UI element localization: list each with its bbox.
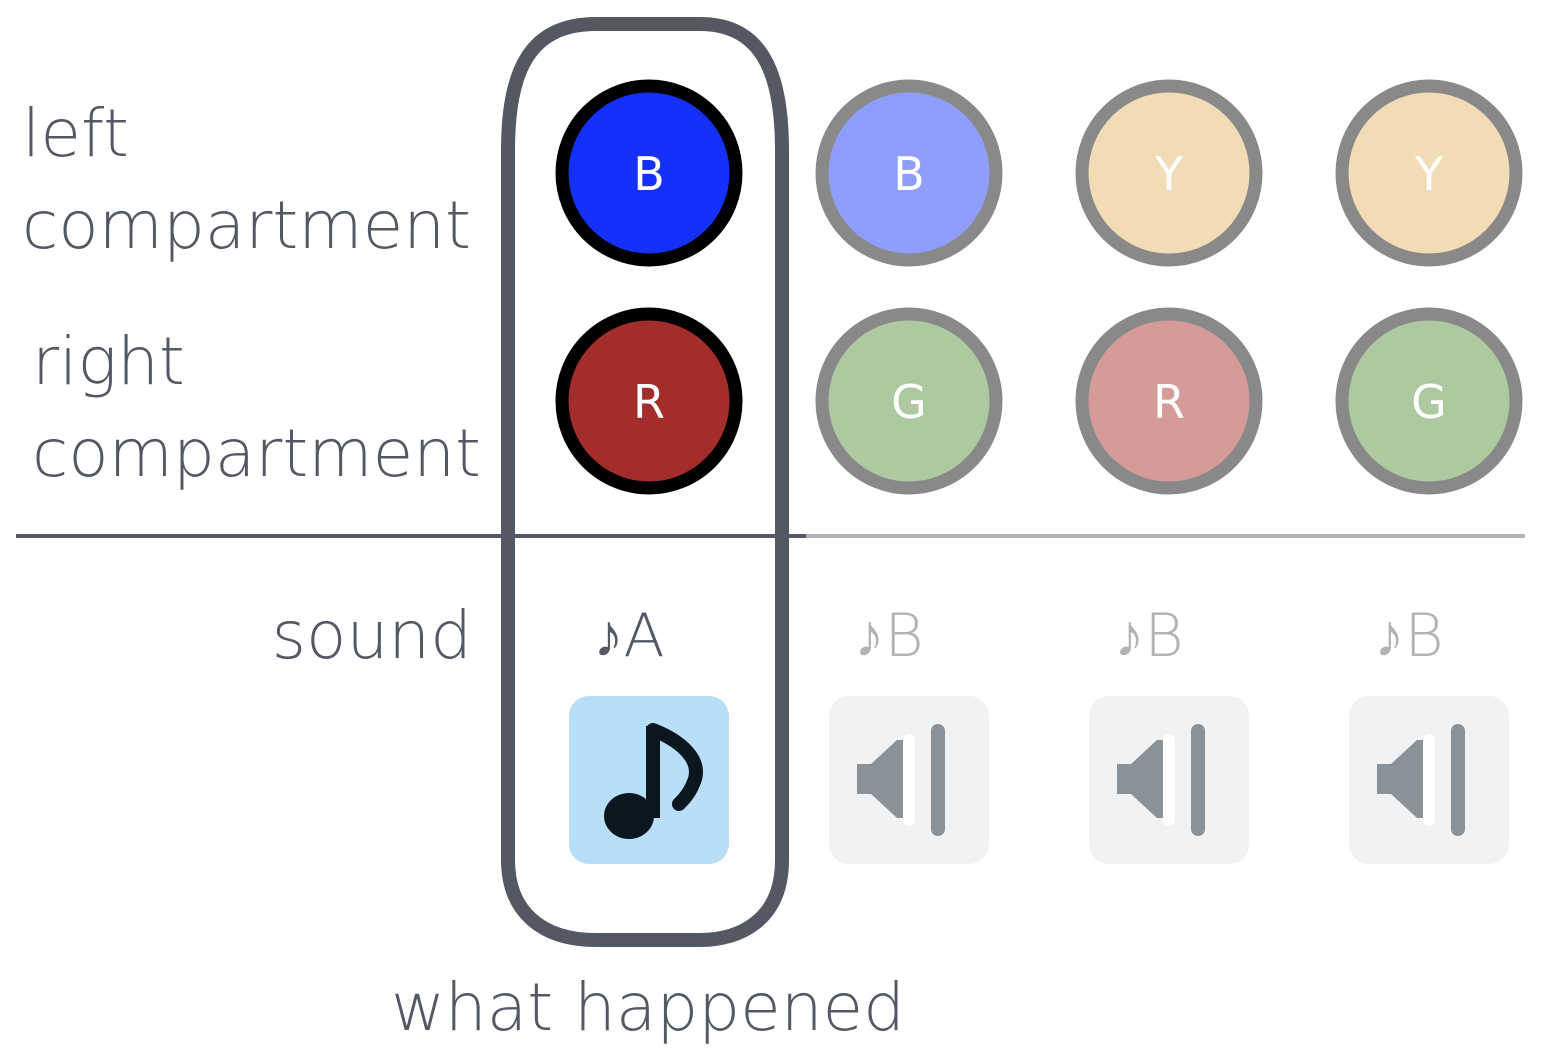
left-ball-letter-2: B (893, 147, 925, 201)
column-4: Y G ♪B (1335, 79, 1523, 864)
columns-group: B R ♪A B G ♪B Y R ♪B Y G ♪B (555, 79, 1523, 864)
right-ball-letter-2: G (891, 375, 927, 429)
left-label-line2: compartment (22, 187, 471, 264)
right-compartment-ball-1 (555, 307, 743, 495)
left-label-line1: left (22, 95, 129, 172)
right-label-line2: compartment (32, 415, 481, 492)
right-compartment-ball-2 (815, 307, 1003, 495)
speaker-muted-icon (857, 724, 945, 836)
left-compartment-ball-4 (1335, 79, 1523, 267)
left-compartment-ball-1 (555, 79, 743, 267)
right-ball-letter-4: G (1411, 375, 1447, 429)
sound-label: sound (272, 597, 472, 674)
sound-note-2: ♪B (854, 601, 923, 671)
muted-sound-button-3[interactable] (1089, 696, 1249, 864)
right-compartment-ball-3 (1075, 307, 1263, 495)
left-ball-letter-1: B (633, 147, 665, 201)
column-2: B G ♪B (815, 79, 1003, 864)
muted-sound-button-2[interactable] (829, 696, 989, 864)
right-compartment-ball-4 (1335, 307, 1523, 495)
play-sound-button-1[interactable] (569, 696, 729, 864)
music-note-icon (604, 723, 703, 839)
caption: what happened (391, 969, 905, 1046)
right-label-line1: right (32, 323, 185, 400)
column-3: Y R ♪B (1075, 79, 1263, 864)
right-ball-letter-1: R (633, 375, 665, 429)
right-ball-letter-3: R (1153, 375, 1185, 429)
left-compartment-ball-2 (815, 79, 1003, 267)
speaker-muted-icon (1377, 724, 1465, 836)
column-1: B R ♪A (555, 79, 743, 864)
muted-sound-button-4[interactable] (1349, 696, 1509, 864)
highlight-frame (501, 17, 789, 947)
left-ball-letter-4: Y (1414, 147, 1444, 201)
left-ball-letter-3: Y (1154, 147, 1184, 201)
sound-note-3: ♪B (1114, 601, 1183, 671)
left-compartment-ball-3 (1075, 79, 1263, 267)
speaker-muted-icon (1117, 724, 1205, 836)
sound-note-4: ♪B (1374, 601, 1443, 671)
sound-note-1: ♪A (593, 601, 664, 671)
